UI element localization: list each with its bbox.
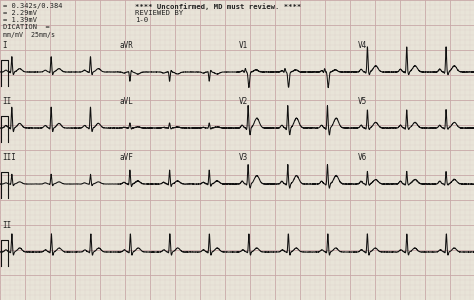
Text: 1-0: 1-0 [135,17,148,23]
Text: DICATION  =: DICATION = [3,24,50,30]
Text: I: I [2,41,7,50]
Text: aVR: aVR [120,41,134,50]
Text: V2: V2 [239,97,248,106]
Text: V1: V1 [239,41,248,50]
Text: **** Unconfirmed, MD must review. ****: **** Unconfirmed, MD must review. **** [135,3,301,10]
Text: = 2.29mV: = 2.29mV [3,10,37,16]
Text: = 0.342s/0.384: = 0.342s/0.384 [3,3,63,9]
Text: II: II [2,97,11,106]
Text: V5: V5 [358,97,367,106]
Text: V3: V3 [239,153,248,162]
Text: = 1.39mV: = 1.39mV [3,17,37,23]
Text: V4: V4 [358,41,367,50]
Text: aVL: aVL [120,97,134,106]
Text: REVIEWED BY: REVIEWED BY [135,10,183,16]
Text: mm/mV  25mm/s: mm/mV 25mm/s [3,32,55,38]
Text: III: III [2,153,16,162]
Text: V6: V6 [358,153,367,162]
Text: II: II [2,221,11,230]
Text: aVF: aVF [120,153,134,162]
